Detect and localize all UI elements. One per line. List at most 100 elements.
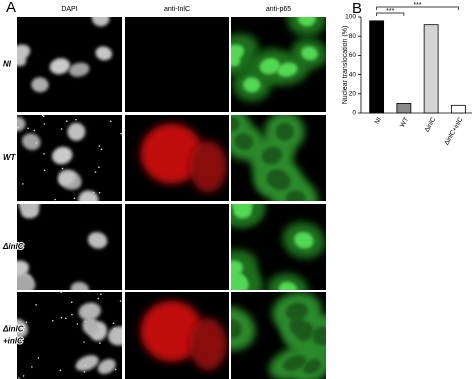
bacterium	[27, 127, 29, 130]
column-header: anti-InlC	[164, 6, 190, 13]
bacterium	[113, 327, 116, 330]
nucleus	[78, 190, 99, 201]
micrograph	[231, 115, 326, 201]
cell-nucleus	[303, 358, 322, 375]
cell-nucleus	[231, 44, 245, 63]
bar	[396, 103, 412, 114]
bar	[369, 20, 385, 114]
cell-nucleus	[282, 355, 307, 371]
infected-cell	[189, 318, 227, 371]
bacterium	[120, 132, 122, 135]
cell-nucleus	[267, 171, 285, 186]
nucleus	[17, 274, 36, 290]
significance-label: ***	[413, 2, 421, 9]
bacterium	[100, 148, 103, 151]
x-tick-label: ΔinlC	[424, 116, 438, 133]
nucleus	[18, 204, 40, 215]
bacterium	[22, 183, 24, 185]
bacterium	[114, 368, 117, 371]
column-header: DAPI	[61, 6, 77, 13]
bacterium	[66, 120, 68, 123]
cell-nucleus	[312, 326, 326, 346]
x-tick-label: WT	[399, 116, 410, 128]
bacterium	[43, 123, 46, 125]
nucleus	[68, 62, 90, 77]
bacterium	[98, 166, 100, 168]
bacterium	[92, 191, 95, 194]
y-tick-label: 40	[349, 71, 357, 78]
bacterium	[99, 342, 101, 344]
bacterium	[51, 319, 54, 322]
cell-nucleus	[275, 122, 294, 141]
bacterium	[17, 126, 19, 129]
significance-bracket	[376, 6, 459, 10]
bacterium	[61, 167, 64, 170]
bacterium	[33, 129, 36, 132]
bacterium	[22, 375, 25, 377]
cell-nucleus	[231, 116, 240, 132]
cell-nucleus	[301, 46, 318, 61]
bacterium	[31, 366, 33, 368]
cell-nucleus	[289, 316, 306, 336]
bacterium	[83, 371, 86, 373]
infected-cell	[140, 123, 203, 184]
significance-bracket	[376, 12, 405, 16]
nucleus	[107, 326, 122, 346]
micrograph	[17, 115, 122, 201]
bacterium	[112, 322, 115, 325]
nucleus	[75, 355, 99, 371]
nucleus	[17, 116, 26, 132]
micrograph	[231, 292, 326, 379]
cell-nucleus	[231, 204, 253, 215]
bacterium	[98, 191, 101, 194]
bacterium	[75, 118, 77, 121]
infected-cell	[189, 140, 227, 193]
nucleus	[17, 318, 29, 339]
cell-nucleus	[259, 58, 281, 75]
row-label: NI	[3, 60, 12, 69]
panel-label: B	[352, 0, 362, 17]
bacterium	[43, 153, 45, 155]
nucleus	[21, 133, 41, 151]
cell-nucleus	[285, 302, 308, 321]
nucleus	[78, 302, 101, 321]
y-tick-label: 100	[345, 14, 356, 21]
micrograph	[17, 292, 122, 379]
nucleus	[49, 58, 71, 75]
bacterium	[60, 292, 63, 294]
bacterium	[70, 301, 73, 304]
bacterium	[76, 323, 79, 325]
cell-nucleus	[276, 62, 298, 77]
x-tick-label: NI	[374, 116, 383, 125]
y-tick-label: 80	[349, 33, 357, 40]
micrograph	[231, 204, 326, 290]
bacterium	[25, 321, 28, 323]
bacterium	[18, 377, 20, 379]
column-header: anti-p65	[266, 6, 291, 13]
bacterium	[119, 300, 122, 302]
infected-cell	[140, 300, 203, 362]
bacterium	[65, 317, 67, 320]
bacterium	[84, 320, 86, 323]
cell-nucleus	[243, 77, 261, 93]
bacterium	[97, 297, 100, 300]
bacterium	[42, 115, 45, 118]
y-tick-label: 0	[352, 110, 356, 117]
bacterium	[109, 120, 112, 123]
micrograph	[125, 17, 229, 112]
bacterium	[83, 341, 85, 343]
micrograph	[125, 115, 229, 201]
row-label: ΔinlC	[2, 325, 24, 334]
bacterium	[60, 128, 63, 130]
image-background	[125, 204, 229, 290]
bar-chart: 0 20 40 60 80 100 Nuclear translocation (%) NI W…	[342, 2, 472, 146]
bar	[423, 24, 439, 114]
bacterium	[94, 171, 97, 173]
micrograph	[125, 292, 229, 379]
cell-nucleus	[297, 17, 316, 27]
cell-nucleus	[285, 190, 306, 201]
bar	[450, 104, 466, 114]
nucleus	[67, 122, 86, 141]
x-tick-label: ΔinlC+inlC	[443, 116, 464, 146]
